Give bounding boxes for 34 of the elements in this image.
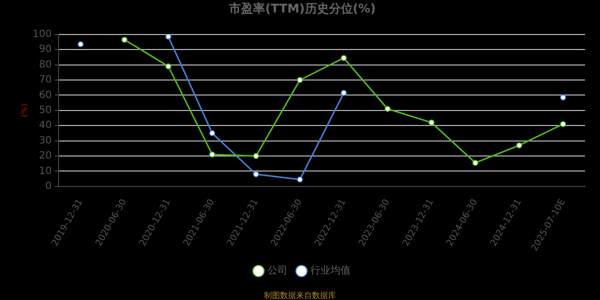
- point: [296, 176, 303, 183]
- point: [340, 90, 347, 96]
- y-tick-label: 90: [38, 44, 52, 56]
- legend-label: 行业均值: [310, 264, 350, 277]
- point: [296, 76, 303, 83]
- point: [165, 63, 172, 70]
- point: [384, 106, 391, 112]
- point: [121, 36, 128, 43]
- point: [253, 152, 260, 159]
- y-tick-label: 100: [32, 28, 52, 40]
- y-tick-label: 10: [38, 166, 52, 177]
- y-tick-label: 80: [38, 59, 52, 70]
- point: [165, 34, 172, 40]
- point: [209, 151, 216, 158]
- point: [253, 171, 260, 178]
- y-tick-label: 60: [38, 90, 52, 101]
- y-tick-label: 30: [38, 135, 52, 146]
- point: [560, 94, 566, 100]
- y-tick-label: 20: [38, 150, 52, 162]
- point: [560, 121, 566, 128]
- text: 制图数据来自数据库: [264, 291, 336, 300]
- y-axis-title: (%): [20, 103, 29, 118]
- point: [209, 130, 216, 136]
- y-tick-label: 0: [45, 180, 52, 192]
- point: [78, 41, 84, 48]
- legend-label: 公司: [268, 264, 288, 277]
- chart-title: 市盈率(TTM)历史分位(%): [228, 1, 376, 16]
- point: [516, 142, 522, 148]
- y-tick-label: 40: [38, 120, 52, 132]
- point: [428, 120, 434, 126]
- point: [472, 160, 478, 166]
- y-tick-label: 50: [38, 104, 52, 116]
- point: [340, 54, 347, 61]
- y-tick-label: 70: [38, 74, 52, 86]
